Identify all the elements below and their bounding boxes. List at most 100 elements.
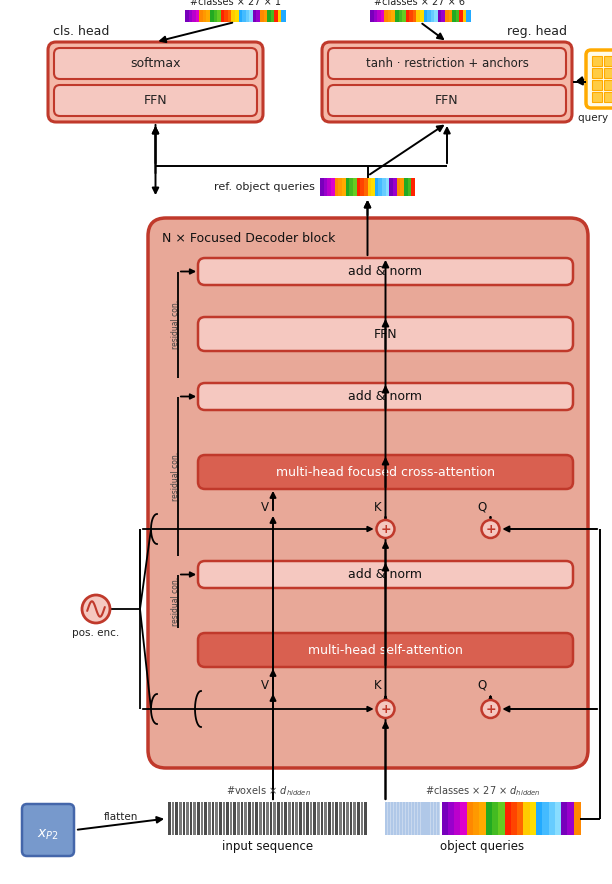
Bar xyxy=(332,802,334,835)
Bar xyxy=(338,178,343,196)
Bar xyxy=(542,802,549,835)
FancyBboxPatch shape xyxy=(328,85,566,116)
Text: K: K xyxy=(374,501,381,514)
Bar xyxy=(285,802,287,835)
Bar xyxy=(343,802,345,835)
Text: #classes × 27 × 1: #classes × 27 × 1 xyxy=(190,0,280,7)
Bar xyxy=(466,10,471,22)
Text: residual con.: residual con. xyxy=(171,576,179,626)
Bar xyxy=(241,802,244,835)
Bar xyxy=(242,10,246,22)
Bar xyxy=(435,10,438,22)
Bar xyxy=(393,178,397,196)
Bar xyxy=(364,802,367,835)
Bar xyxy=(245,10,250,22)
Bar xyxy=(442,802,449,835)
Bar xyxy=(231,10,236,22)
Bar xyxy=(412,802,414,835)
Bar xyxy=(171,802,174,835)
Bar xyxy=(260,10,264,22)
Bar xyxy=(357,178,360,196)
Bar xyxy=(214,10,218,22)
Bar xyxy=(219,802,222,835)
FancyBboxPatch shape xyxy=(48,42,263,122)
Bar xyxy=(548,802,555,835)
Bar xyxy=(378,178,382,196)
Bar xyxy=(292,802,294,835)
Bar xyxy=(460,802,468,835)
Bar xyxy=(409,802,411,835)
Circle shape xyxy=(376,700,395,718)
Bar xyxy=(335,802,338,835)
Text: Q: Q xyxy=(478,501,487,514)
Text: flatten: flatten xyxy=(104,812,138,822)
Bar xyxy=(467,802,474,835)
Bar xyxy=(419,802,420,835)
FancyBboxPatch shape xyxy=(22,804,74,856)
Bar xyxy=(398,10,403,22)
Bar xyxy=(504,802,511,835)
Bar xyxy=(179,802,182,835)
Bar xyxy=(339,802,341,835)
Text: FFN: FFN xyxy=(374,327,397,340)
Bar xyxy=(404,178,408,196)
Text: #classes × 27 × 6: #classes × 27 × 6 xyxy=(375,0,466,7)
Bar xyxy=(397,178,401,196)
Bar xyxy=(360,178,364,196)
Bar xyxy=(406,10,410,22)
Bar xyxy=(385,802,387,835)
Bar xyxy=(406,802,408,835)
Text: ref. object queries: ref. object queries xyxy=(214,182,315,192)
Bar xyxy=(353,178,357,196)
Bar xyxy=(324,802,327,835)
Text: +: + xyxy=(485,703,496,716)
Bar xyxy=(331,178,335,196)
Text: FFN: FFN xyxy=(435,94,459,107)
Bar xyxy=(267,10,271,22)
Bar xyxy=(492,802,499,835)
Bar xyxy=(592,56,602,66)
Bar xyxy=(282,10,286,22)
FancyBboxPatch shape xyxy=(54,85,257,116)
Bar xyxy=(235,10,239,22)
Bar xyxy=(215,802,218,835)
Bar xyxy=(486,802,493,835)
Bar xyxy=(248,802,251,835)
Bar xyxy=(391,802,393,835)
Bar xyxy=(370,10,374,22)
FancyBboxPatch shape xyxy=(198,561,573,588)
Bar xyxy=(226,802,229,835)
Bar xyxy=(604,56,612,66)
Bar xyxy=(511,802,518,835)
Bar xyxy=(186,802,188,835)
Bar xyxy=(233,802,236,835)
Bar xyxy=(400,178,405,196)
Text: Q: Q xyxy=(478,679,487,692)
Bar xyxy=(360,802,364,835)
Bar xyxy=(403,802,405,835)
Bar xyxy=(223,802,225,835)
Text: residual con.: residual con. xyxy=(171,452,179,501)
Bar xyxy=(321,802,323,835)
Text: tanh · restriction + anchors: tanh · restriction + anchors xyxy=(365,57,528,70)
Bar xyxy=(384,10,389,22)
Bar xyxy=(255,802,258,835)
Bar xyxy=(185,10,189,22)
Bar xyxy=(252,802,254,835)
Text: add & norm: add & norm xyxy=(348,265,422,278)
Bar xyxy=(346,802,349,835)
Bar xyxy=(389,178,394,196)
Bar xyxy=(416,10,420,22)
Bar xyxy=(228,10,232,22)
Bar xyxy=(217,10,221,22)
Bar xyxy=(203,10,207,22)
Bar xyxy=(425,802,427,835)
Bar xyxy=(382,178,386,196)
FancyBboxPatch shape xyxy=(198,258,573,285)
Bar xyxy=(436,802,439,835)
Bar xyxy=(397,802,399,835)
Bar xyxy=(473,802,480,835)
Bar xyxy=(392,10,395,22)
Bar xyxy=(249,10,253,22)
Bar xyxy=(175,802,178,835)
